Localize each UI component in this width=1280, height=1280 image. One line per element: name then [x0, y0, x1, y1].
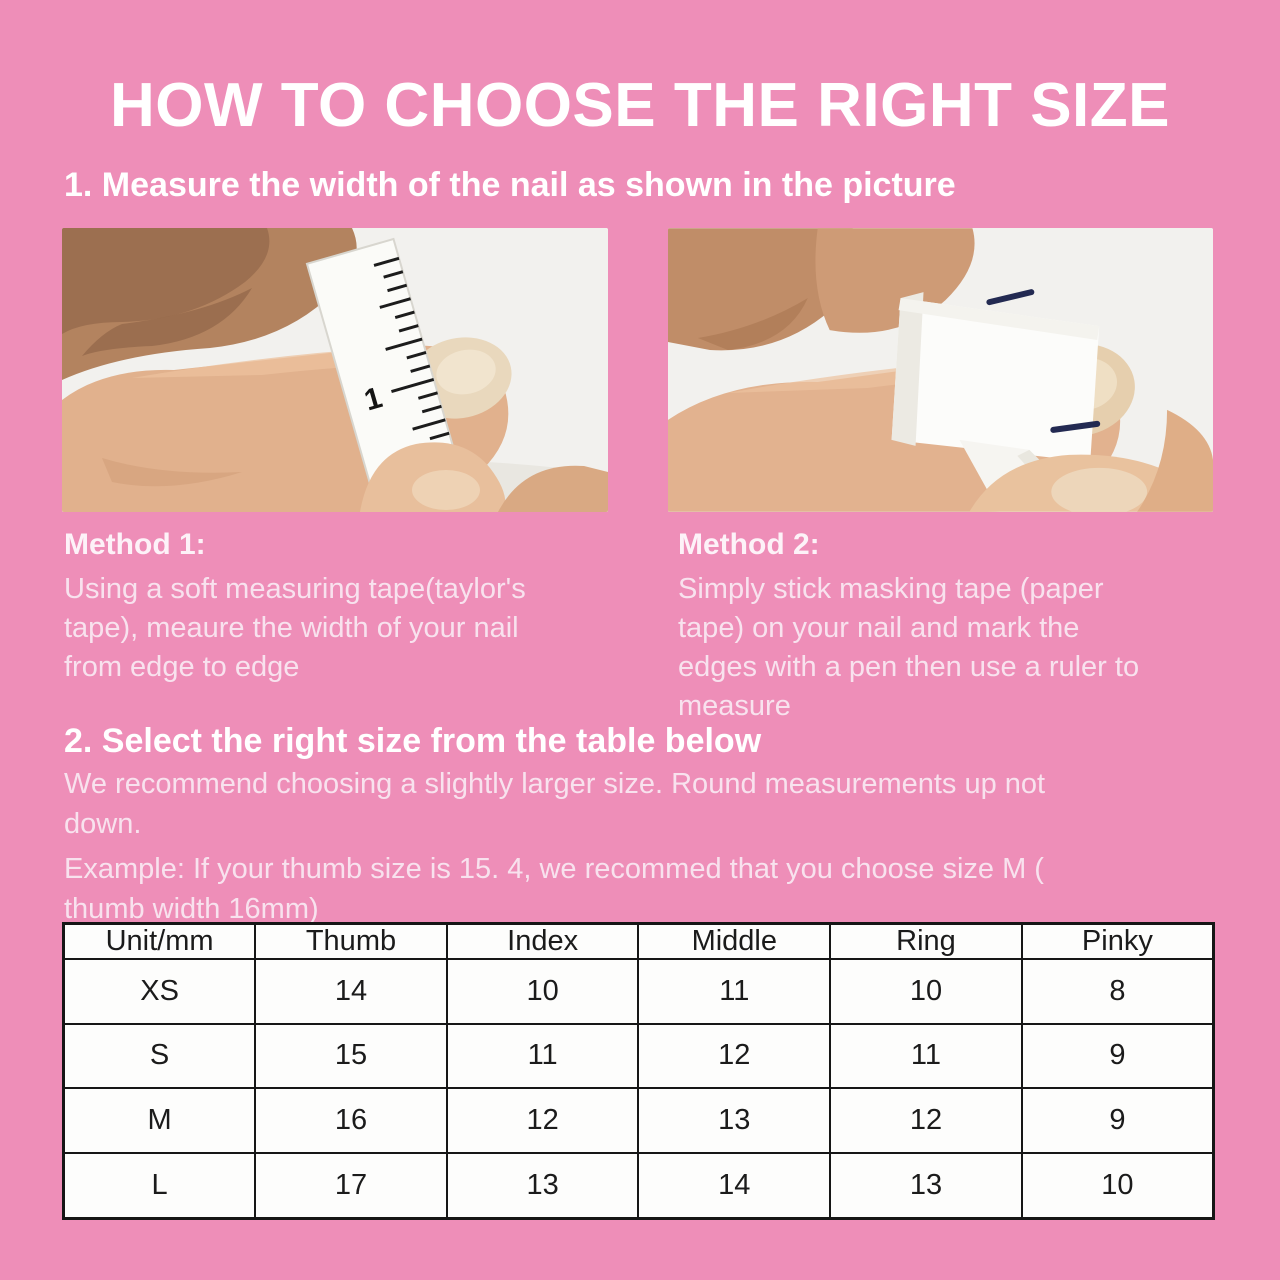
table-cell: 12: [637, 1022, 832, 1090]
table-header-cell: Ring: [829, 922, 1023, 960]
step1-heading: 1. Measure the width of the nail as show…: [64, 166, 956, 204]
table-cell: 14: [254, 958, 448, 1025]
method-2-body: Simply stick masking tape (paper tape) o…: [678, 573, 1140, 722]
method-2-title: Method 2:: [678, 528, 820, 561]
table-cell: XS: [62, 958, 257, 1025]
table-cell: L: [62, 1151, 257, 1220]
table-cell: 13: [829, 1151, 1023, 1220]
photo-measuring-tape: 1 2: [62, 228, 608, 512]
table-header-row: Unit/mm Thumb Index Middle Ring Pinky: [62, 922, 1215, 960]
size-table: Unit/mm Thumb Index Middle Ring Pinky XS…: [62, 922, 1215, 1220]
recommendation-note: We recommend choosing a slightly larger …: [64, 768, 1046, 840]
method-1-body: Using a soft measuring tape(taylor's tap…: [64, 573, 526, 683]
example-note: Example: If your thumb size is 15. 4, we…: [64, 853, 1044, 925]
pinching-fingers: [969, 409, 1213, 512]
step2-heading: 2. Select the right size from the table …: [64, 722, 762, 760]
table-cell: M: [62, 1087, 257, 1154]
table-cell: 12: [829, 1087, 1023, 1154]
table-cell: 11: [637, 958, 832, 1025]
table-cell: 8: [1020, 958, 1215, 1025]
table-row-l: L 17 13 14 13 10: [62, 1151, 1215, 1220]
table-cell: 16: [254, 1087, 448, 1154]
table-header-cell: Middle: [637, 922, 832, 960]
photo-masking-tape: [668, 228, 1213, 512]
table-row-xs: XS 14 10 11 10 8: [62, 958, 1215, 1025]
table-cell: 14: [637, 1151, 832, 1220]
step2-notes: We recommend choosing a slightly larger …: [64, 764, 1220, 929]
table-cell: 11: [829, 1022, 1023, 1090]
table-cell: 10: [829, 958, 1023, 1025]
table-cell: 10: [1020, 1151, 1215, 1220]
method-1-caption: Method 1: Using a soft measuring tape(ta…: [64, 528, 649, 687]
table-row-s: S 15 11 12 11 9: [62, 1022, 1215, 1090]
table-cell: S: [62, 1022, 257, 1090]
table-cell: 17: [254, 1151, 448, 1220]
table-cell: 13: [637, 1087, 832, 1154]
table-header-cell: Pinky: [1020, 922, 1215, 960]
table-cell: 12: [445, 1087, 640, 1154]
table-header-cell: Thumb: [254, 922, 448, 960]
page-title: HOW TO CHOOSE THE RIGHT SIZE: [109, 71, 1170, 140]
table-header-cell: Index: [445, 922, 640, 960]
table-cell: 9: [1020, 1022, 1215, 1090]
hand-shadow: [62, 228, 357, 380]
table-cell: 9: [1020, 1087, 1215, 1154]
table-header-cell: Unit/mm: [62, 922, 257, 960]
method-2-caption: Method 2: Simply stick masking tape (pap…: [678, 528, 1223, 726]
table-row-m: M 16 12 13 12 9: [62, 1087, 1215, 1154]
method-1-title: Method 1:: [64, 528, 206, 561]
pen-marks: [986, 289, 1101, 433]
table-cell: 15: [254, 1022, 448, 1090]
masking-tape-illustration: [668, 228, 1213, 512]
table-cell: 13: [445, 1151, 640, 1220]
holding-thumb: [360, 442, 608, 512]
table-cell: 11: [445, 1022, 640, 1090]
measuring-tape-illustration: 1 2: [62, 228, 608, 512]
table-cell: 10: [445, 958, 640, 1025]
